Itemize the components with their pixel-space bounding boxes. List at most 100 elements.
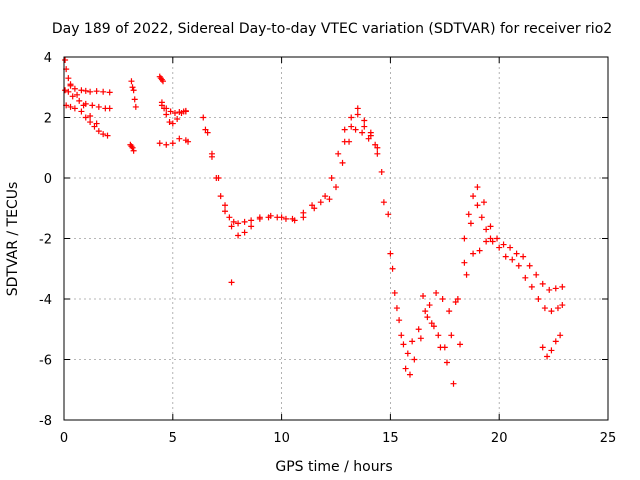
data-point	[474, 202, 481, 209]
data-point	[461, 235, 468, 242]
data-point	[352, 126, 359, 133]
data-point	[78, 108, 85, 115]
data-point	[65, 75, 72, 82]
data-point	[474, 184, 481, 191]
x-tick-label: 25	[600, 431, 617, 446]
data-point	[67, 103, 74, 110]
data-point	[95, 128, 102, 135]
data-point	[428, 320, 435, 327]
grid-lines	[64, 57, 608, 420]
data-point	[129, 84, 136, 91]
y-tick-label: 4	[44, 51, 52, 66]
data-point	[374, 150, 381, 157]
data-point	[452, 299, 459, 306]
data-point	[487, 235, 494, 242]
data-points	[62, 57, 566, 387]
data-point	[400, 341, 407, 348]
data-point	[78, 87, 85, 94]
data-point	[478, 214, 485, 221]
data-point	[339, 159, 346, 166]
data-point	[502, 253, 509, 260]
data-point	[361, 123, 368, 130]
data-point	[106, 105, 113, 112]
series-s14	[420, 289, 459, 315]
x-axis-label: GPS time / hours	[275, 459, 392, 475]
data-point	[528, 283, 535, 290]
data-point	[128, 78, 135, 85]
data-point	[409, 338, 416, 345]
data-point	[348, 114, 355, 121]
data-point	[169, 140, 176, 147]
data-point	[496, 244, 503, 251]
data-point	[87, 112, 94, 119]
data-point	[106, 89, 113, 96]
data-point	[169, 120, 176, 127]
data-point	[74, 91, 81, 98]
data-point	[389, 265, 396, 272]
data-point	[500, 241, 507, 248]
data-point	[87, 88, 94, 95]
data-point	[415, 326, 422, 333]
data-point	[100, 131, 107, 138]
data-point	[443, 359, 450, 366]
data-point	[200, 114, 207, 121]
data-point	[104, 132, 111, 139]
data-point	[393, 305, 400, 312]
data-point	[520, 253, 527, 260]
data-point	[539, 280, 546, 287]
data-point	[176, 109, 183, 116]
series-s15	[461, 193, 494, 242]
data-point	[411, 356, 418, 363]
data-point	[215, 175, 222, 181]
data-point	[95, 103, 102, 110]
data-point	[67, 81, 74, 88]
data-point	[228, 223, 235, 230]
series-s13	[341, 105, 381, 151]
series-s10	[156, 135, 192, 148]
series-s7	[156, 73, 167, 85]
data-point	[204, 129, 211, 136]
data-point	[185, 138, 192, 145]
data-point	[552, 285, 559, 292]
data-point	[93, 120, 100, 127]
y-tick-label: -8	[39, 414, 52, 429]
data-point	[526, 262, 533, 269]
data-point	[465, 211, 472, 218]
data-point	[533, 271, 540, 278]
data-point	[341, 138, 348, 145]
data-point	[398, 332, 405, 339]
data-point	[71, 85, 78, 92]
data-point	[559, 302, 566, 309]
y-tick-label: 2	[44, 112, 52, 127]
data-point	[422, 308, 429, 315]
data-point	[93, 88, 100, 95]
data-point	[470, 250, 477, 257]
data-point	[62, 57, 69, 64]
data-point	[404, 350, 411, 357]
data-point	[274, 214, 281, 221]
data-point	[396, 317, 403, 324]
x-tick-label: 5	[169, 431, 177, 446]
data-point	[439, 296, 446, 302]
data-point	[402, 365, 409, 372]
data-point	[76, 97, 83, 104]
data-point	[354, 111, 361, 118]
data-point	[426, 302, 433, 309]
data-point	[226, 214, 233, 221]
data-point	[546, 286, 553, 293]
data-point	[446, 308, 453, 315]
x-tick-label: 10	[273, 431, 290, 446]
data-point	[367, 129, 374, 136]
data-point	[282, 215, 289, 222]
series-s5	[128, 78, 139, 110]
data-point	[82, 87, 89, 94]
series-s9	[158, 102, 189, 116]
data-point	[437, 344, 444, 351]
data-point	[174, 116, 181, 123]
data-point	[489, 238, 496, 245]
data-point	[467, 220, 474, 227]
series-s11	[200, 111, 566, 357]
data-point	[248, 223, 255, 230]
data-point	[228, 279, 235, 286]
